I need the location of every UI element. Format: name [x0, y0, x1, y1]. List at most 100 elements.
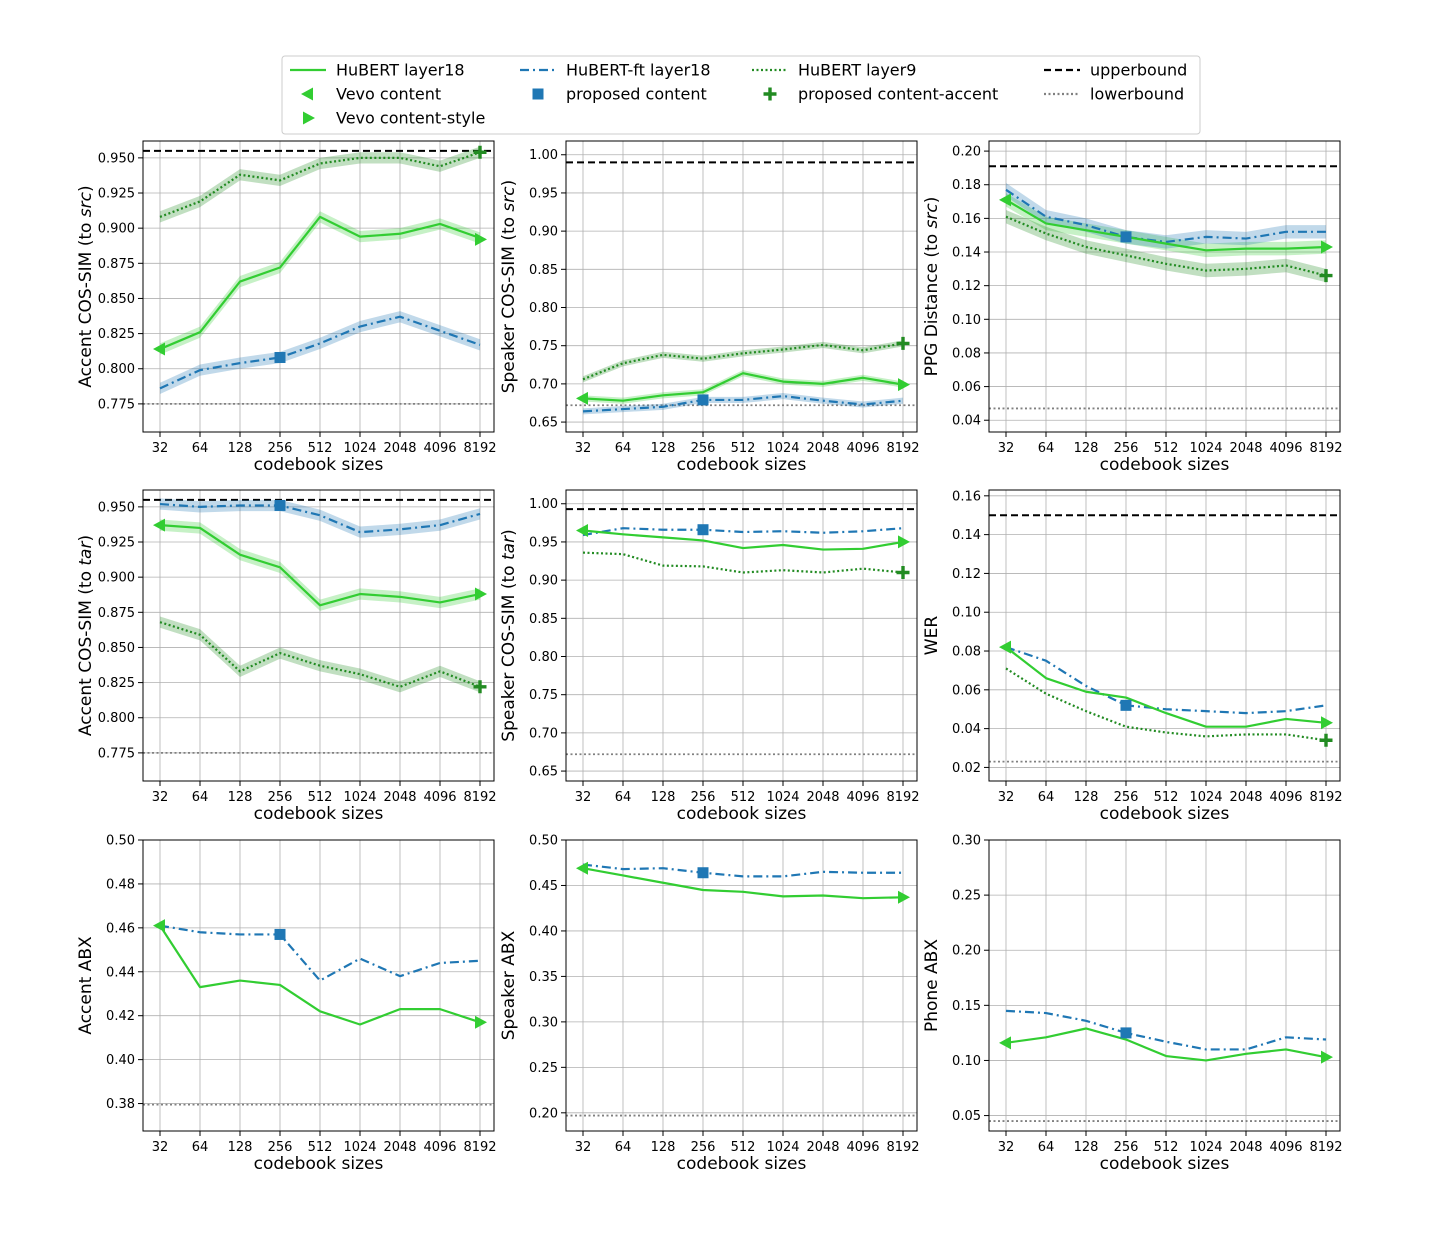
- x-tick-label: 2048: [806, 1140, 839, 1155]
- y-tick-label: 0.30: [529, 1015, 558, 1030]
- panel-speaker-src: 0.65 0.70 0.75 0.80 0.85 0.90 0.95 1.00 32 64 128 2…: [499, 140, 920, 475]
- panel-accent-src: 0.775 0.800 0.825 0.850 0.875 0.900 0.925 0.950…: [76, 140, 497, 475]
- marker-vcs: [898, 890, 910, 904]
- band-h9: [1006, 209, 1326, 283]
- y-axis-label: Speaker ABX: [499, 930, 519, 1040]
- axes-frame: [142, 839, 495, 1132]
- x-tick-label: 1024: [766, 790, 799, 805]
- y-tick-label: 0.20: [952, 145, 981, 160]
- x-axis-label: codebook sizes: [677, 1154, 807, 1174]
- x-tick-label: 4096: [846, 1140, 879, 1155]
- y-axis-label: Accent COS-SIM (to src): [76, 185, 96, 387]
- series-line-h9: [582, 342, 904, 381]
- x-tick-label: 8192: [1309, 1140, 1342, 1155]
- y-tick-label: 0.40: [529, 924, 558, 939]
- y-axis-label: Phone ABX: [922, 939, 942, 1032]
- x-tick-label: 128: [228, 441, 253, 456]
- y-tick-label: 0.10: [952, 606, 981, 621]
- axes-frame: [988, 839, 1341, 1132]
- y-tick-label: 0.800: [98, 362, 135, 377]
- y-tick-label: 0.04: [952, 722, 981, 737]
- y-tick-label: 0.70: [529, 726, 558, 741]
- x-tick-label: 512: [731, 441, 756, 456]
- y-tick-label: 0.65: [529, 765, 558, 780]
- series-line-h18: [582, 372, 904, 402]
- legend-entry-ft18: HuBERT-ft layer18: [520, 61, 711, 80]
- y-tick-label: 0.12: [952, 567, 981, 582]
- y-tick-label: 0.16: [952, 212, 981, 227]
- x-tick-label: 128: [1074, 790, 1099, 805]
- x-tick-label: 64: [1038, 790, 1055, 805]
- marker-vc: [153, 518, 165, 532]
- series-line-h9: [159, 151, 481, 218]
- x-tick-label: 256: [691, 1140, 716, 1155]
- y-tick-label: 1.00: [529, 497, 558, 512]
- series-line-h18: [1005, 198, 1327, 252]
- y-tick-label: 0.925: [98, 187, 135, 202]
- legend-entry-h9: HuBERT layer9: [752, 61, 916, 80]
- x-axis-label: codebook sizes: [254, 804, 384, 824]
- legend-swatch-vcs: [303, 111, 315, 125]
- legend-label-up: upperbound: [1090, 61, 1187, 80]
- x-tick-label: 32: [998, 1140, 1015, 1155]
- series-line-h18: [582, 867, 904, 900]
- series-line-h18: [159, 925, 481, 1026]
- series-line-h18: [1005, 1027, 1327, 1062]
- y-tick-label: 0.90: [529, 225, 558, 240]
- marker-pca: [473, 680, 487, 694]
- axes-frame: [988, 140, 1341, 433]
- legend-label-pca: proposed content-accent: [798, 85, 998, 104]
- band-ft18: [160, 498, 480, 538]
- x-tick-label: 256: [1114, 441, 1139, 456]
- y-tick-label: 0.875: [98, 257, 135, 272]
- legend-label-ft18: HuBERT-ft layer18: [566, 61, 711, 80]
- x-tick-label: 128: [1074, 441, 1099, 456]
- x-tick-label: 32: [152, 441, 169, 456]
- y-tick-label: 0.08: [952, 346, 981, 361]
- legend-box: [281, 55, 1201, 135]
- legend-entry-pca: proposed content-accent: [763, 85, 998, 104]
- band-h9: [160, 616, 480, 693]
- x-tick-label: 8192: [463, 1140, 496, 1155]
- legend-swatch-pc: [532, 88, 544, 100]
- y-axis-label: WER: [922, 616, 942, 656]
- marker-pc: [697, 524, 709, 536]
- y-tick-label: 0.06: [952, 380, 981, 395]
- x-axis-label: codebook sizes: [1100, 804, 1230, 824]
- axes-frame: [565, 140, 918, 433]
- marker-pc: [274, 351, 286, 363]
- x-tick-label: 256: [1114, 790, 1139, 805]
- series-line-h9: [1005, 215, 1327, 277]
- y-tick-label: 0.900: [98, 571, 135, 586]
- x-tick-label: 2048: [1229, 1140, 1262, 1155]
- legend-label-h9: HuBERT layer9: [798, 61, 916, 80]
- axes-frame: [565, 489, 918, 782]
- y-tick-label: 0.850: [98, 641, 135, 656]
- x-tick-label: 4096: [846, 441, 879, 456]
- x-tick-label: 256: [268, 441, 293, 456]
- y-tick-label: 0.44: [106, 965, 135, 980]
- x-tick-label: 8192: [463, 790, 496, 805]
- y-tick-label: 0.06: [952, 683, 981, 698]
- x-tick-label: 128: [228, 1140, 253, 1155]
- legend-entry-up: upperbound: [1044, 61, 1187, 80]
- x-tick-label: 512: [731, 790, 756, 805]
- y-tick-label: 0.95: [529, 535, 558, 550]
- marker-pca: [473, 145, 487, 159]
- panel-speaker-tar: 0.65 0.70 0.75 0.80 0.85 0.90 0.95 1.00 32 64 128 2…: [499, 489, 920, 824]
- legend-label-pc: proposed content: [566, 85, 707, 104]
- marker-pca: [1319, 269, 1333, 283]
- y-axis-label: Accent ABX: [76, 936, 96, 1035]
- series-line-h18: [159, 524, 481, 607]
- series-line-ft18: [159, 502, 481, 534]
- marker-vcs: [475, 232, 487, 246]
- marker-vc: [999, 1036, 1011, 1050]
- x-tick-label: 2048: [383, 790, 416, 805]
- marker-vc: [999, 193, 1011, 207]
- series-line-h9: [159, 621, 481, 688]
- x-tick-label: 32: [998, 441, 1015, 456]
- panel-speaker-abx: 0.20 0.25 0.30 0.35 0.40 0.45 0.50 32 64 128 256 51…: [499, 834, 920, 1175]
- y-tick-label: 0.02: [952, 761, 981, 776]
- x-tick-label: 2048: [383, 441, 416, 456]
